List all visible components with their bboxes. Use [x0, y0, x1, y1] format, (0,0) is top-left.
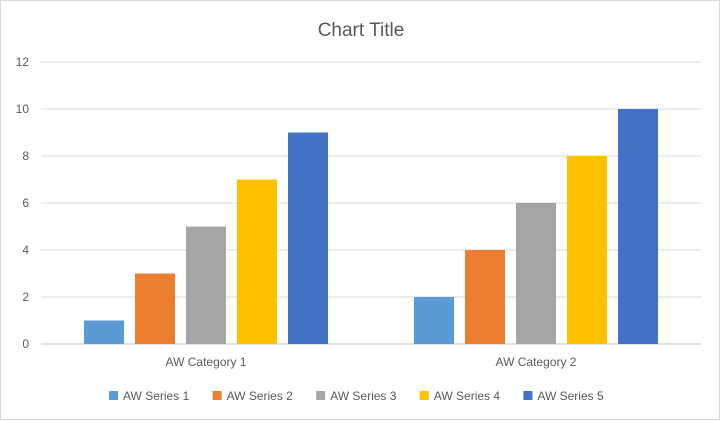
bar — [465, 250, 505, 344]
bar — [516, 203, 556, 344]
bar — [414, 297, 454, 344]
legend-label: AW Series 5 — [537, 389, 604, 403]
legend-swatch — [109, 391, 118, 400]
y-tick-label: 6 — [22, 196, 29, 210]
bar — [84, 320, 124, 344]
legend-label: AW Series 2 — [227, 389, 294, 403]
bar — [135, 273, 175, 344]
y-tick-label: 10 — [16, 102, 30, 116]
legend-swatch — [316, 391, 326, 400]
bar — [237, 179, 277, 344]
legend-label: AW Series 1 — [123, 389, 190, 403]
legend-label: AW Series 3 — [330, 389, 397, 403]
chart-title: Chart Title — [318, 20, 405, 41]
y-tick-label: 2 — [22, 290, 29, 304]
y-tick-label: 8 — [22, 149, 29, 163]
legend-label: AW Series 4 — [434, 389, 501, 403]
legend-swatch — [419, 391, 429, 400]
legend-swatch — [523, 391, 533, 400]
y-tick-label: 12 — [16, 55, 30, 69]
y-tick-label: 0 — [22, 337, 29, 351]
legend-swatch — [212, 391, 222, 400]
x-tick-label: AW Category 2 — [496, 355, 577, 369]
y-tick-label: 4 — [22, 243, 29, 257]
bar — [288, 132, 328, 344]
bar — [618, 109, 658, 344]
x-tick-label: AW Category 1 — [166, 355, 247, 369]
bar — [567, 156, 607, 344]
bar — [186, 226, 226, 344]
